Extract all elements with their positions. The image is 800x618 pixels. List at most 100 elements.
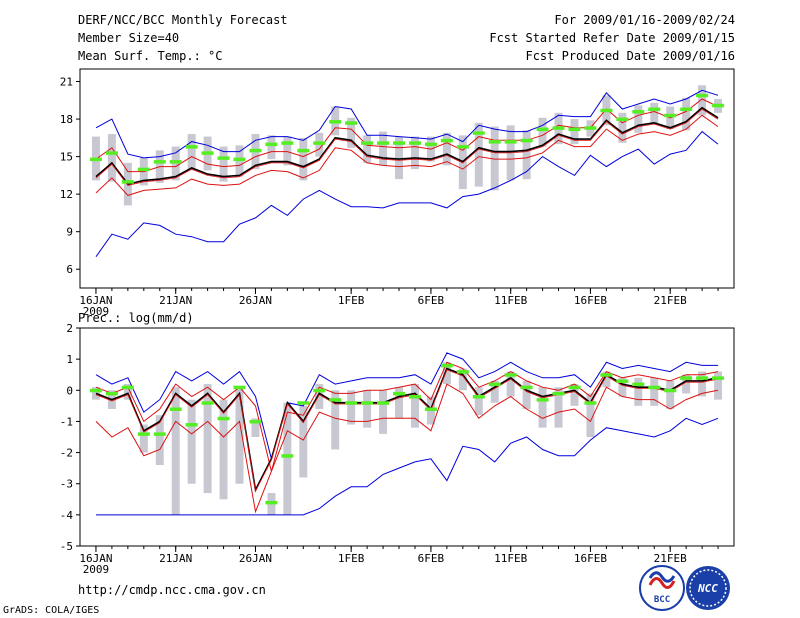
- prec-spread-box: [554, 387, 563, 428]
- temp-spread-box: [395, 136, 404, 180]
- prec-y-tick-label: 0: [66, 384, 73, 397]
- prec-x-tick-label: 21JAN: [159, 552, 192, 565]
- prec-spread-box: [219, 399, 228, 500]
- temp-median-marker: [600, 108, 613, 113]
- prec-median-marker: [249, 419, 262, 424]
- prec-median-marker: [568, 385, 581, 390]
- bcc-logo-text: BCC: [654, 595, 670, 605]
- prec-upper-line: [95, 361, 719, 472]
- temp-median-marker: [217, 156, 230, 160]
- prec-mean-shadow-line: [95, 369, 719, 493]
- temp-median-marker: [201, 151, 214, 155]
- prec-spread-box: [682, 374, 691, 394]
- prec-spread-box: [171, 387, 180, 515]
- temp-x-tick-label: 6FEB: [418, 294, 445, 307]
- prec-median-marker: [600, 373, 613, 377]
- prec-y-tick-label: -3: [60, 478, 73, 491]
- temp-spread-box: [522, 130, 531, 180]
- prec-spread-box: [235, 387, 244, 484]
- prec-spread-box: [698, 371, 707, 397]
- footer-credit: GrADS: COLA/IGES: [3, 605, 99, 616]
- temp-median-marker: [696, 93, 709, 98]
- prec-median-marker: [712, 376, 725, 380]
- temp-x-tick-label: 16FEB: [574, 294, 607, 307]
- prec-mean-line: [95, 367, 719, 493]
- prec-spread-box: [123, 384, 132, 400]
- temp-median-marker: [121, 180, 134, 184]
- temp-spread-box: [474, 122, 483, 187]
- prec-plot-frame: [79, 327, 735, 547]
- prec-spread-box: [187, 399, 196, 484]
- temp-median-marker: [648, 107, 661, 112]
- temp-median-marker: [440, 138, 453, 143]
- prec-median-marker: [472, 395, 485, 399]
- temp-plot-frame: [79, 68, 735, 289]
- temp-median-marker: [632, 110, 645, 114]
- prec-median-marker: [313, 388, 326, 393]
- prec-x-year-label: 2009: [83, 563, 110, 576]
- prec-spread-box: [618, 377, 627, 397]
- prec-spread-box: [522, 380, 531, 409]
- prec-spread-box: [474, 387, 483, 416]
- temp-median-marker: [584, 126, 597, 130]
- temp-median-marker: [552, 126, 565, 130]
- forecast-range-label: For 2009/01/16-2009/02/24: [554, 13, 735, 27]
- prec-median-marker: [153, 432, 166, 436]
- temp-x-tick-label: 1FEB: [338, 294, 365, 307]
- temp-x-tick-label: 26JAN: [239, 294, 272, 307]
- prec-y-tick-label: -5: [60, 540, 73, 553]
- temp-median-marker: [345, 121, 358, 125]
- temp-median-marker: [281, 141, 294, 145]
- prec-x-tick-label: 16JAN: [79, 552, 112, 565]
- temp-min-line: [95, 130, 719, 257]
- prec-spread-box: [442, 362, 451, 385]
- ncc-logo: NCC: [686, 566, 730, 610]
- prec-median-marker: [361, 401, 374, 405]
- temp-spread-box: [219, 146, 228, 182]
- prec-x-tick-label: 26JAN: [239, 552, 272, 565]
- bcc-logo-swirl-blue: [648, 571, 676, 583]
- prec-lower-line: [95, 383, 719, 514]
- prec-median-marker: [584, 401, 597, 405]
- temp-median-marker: [233, 157, 246, 162]
- prec-median-marker: [664, 388, 677, 393]
- temp-median-marker: [408, 141, 421, 145]
- temp-spread-box: [618, 112, 627, 143]
- prec-spread-box: [490, 380, 499, 403]
- prec-spread-box: [91, 387, 100, 400]
- temp-lower-line: [95, 114, 719, 196]
- prec-median-marker: [408, 395, 421, 399]
- prec-median-marker: [89, 388, 102, 393]
- prec-spread-box: [395, 387, 404, 419]
- figure-title: DERF/NCC/BCC Monthly Forecast: [78, 13, 288, 27]
- temp-y-tick-label: 12: [60, 188, 73, 201]
- prec-median-marker: [648, 385, 661, 390]
- temp-median-marker: [504, 140, 517, 144]
- temp-median-marker: [89, 157, 102, 162]
- prec-median-marker: [696, 376, 709, 380]
- temp-median-marker: [377, 141, 390, 145]
- prec-median-marker: [105, 391, 118, 396]
- prec-median-marker: [377, 401, 390, 405]
- prec-spread-box: [570, 384, 579, 406]
- member-size-label: Member Size=40: [78, 31, 179, 45]
- precip-panel-title: Prec.: log(mm/d): [78, 311, 194, 325]
- temp-median-marker: [185, 145, 198, 149]
- temp-y-tick-label: 9: [66, 226, 73, 239]
- temp-mean-line: [95, 106, 719, 185]
- ncc-logo-disc: [686, 566, 730, 610]
- temp-median-marker: [329, 120, 342, 124]
- prec-median-marker: [424, 407, 437, 411]
- prec-min-line: [96, 417, 719, 516]
- temp-median-marker: [616, 117, 629, 122]
- prec-spread-box: [331, 390, 340, 450]
- temp-median-marker: [153, 160, 166, 164]
- temp-spread-box: [267, 135, 276, 160]
- prec-spread-box: [299, 405, 308, 478]
- prec-spread-box: [650, 377, 659, 406]
- temp-median-marker: [456, 145, 469, 149]
- prec-y-tick-label: -1: [60, 415, 73, 428]
